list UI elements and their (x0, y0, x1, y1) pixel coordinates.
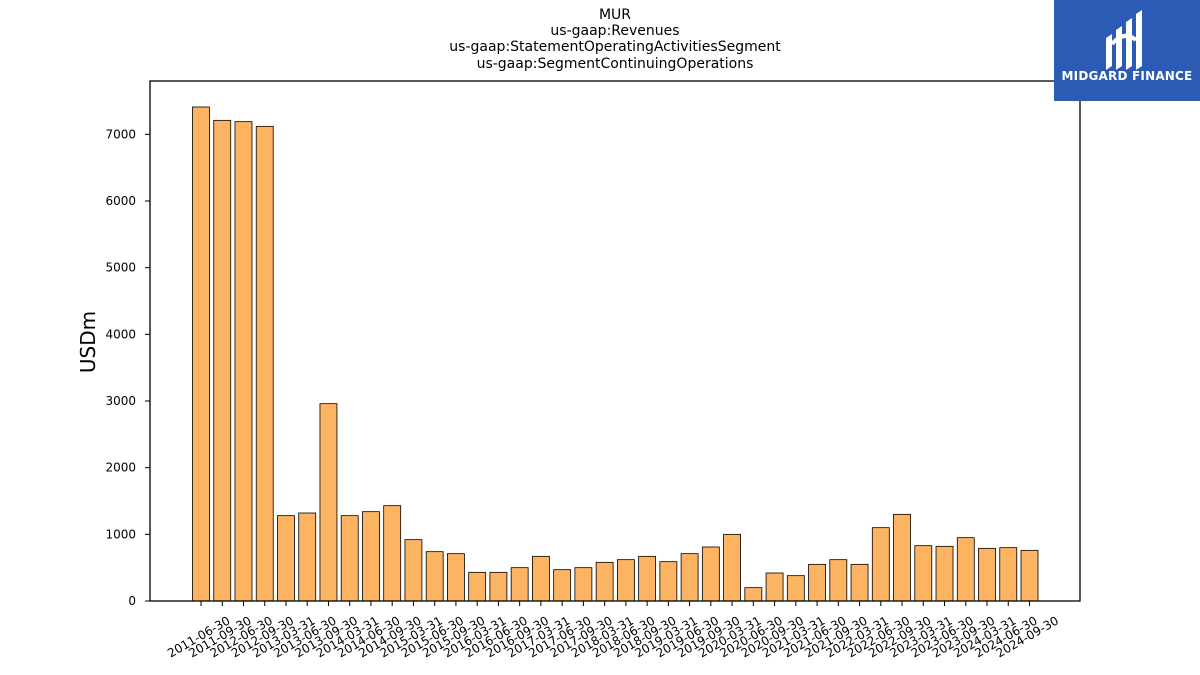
bar-2011-06-30 (192, 106, 210, 602)
bar-2023-06-30 (935, 545, 954, 602)
bar-2022-09-30 (893, 513, 911, 602)
bar-2021-06-30 (808, 563, 826, 602)
bar-2018-06-30 (616, 559, 635, 602)
chart-title-line-4: us-gaap:SegmentContinuingOperations (476, 56, 754, 72)
bar-2020-09-30 (765, 572, 784, 602)
bar-2024-03-31 (978, 547, 996, 602)
chart-title-line-2: us-gaap:Revenues (550, 23, 680, 39)
bar-2021-03-31 (786, 575, 805, 602)
y-tick-label-2000: 2000 (105, 461, 136, 475)
y-tick-label-0: 0 (128, 594, 136, 608)
bar-2017-06-30 (553, 569, 572, 602)
bar-2015-06-30 (425, 551, 444, 602)
bar-2016-09-30 (510, 567, 529, 602)
bar-2013-03-31 (277, 515, 295, 602)
bar-2014-06-30 (362, 511, 380, 602)
y-tick-label-4000: 4000 (105, 327, 136, 341)
bar-2016-03-31 (468, 571, 487, 602)
bar-2013-06-30 (298, 512, 317, 602)
bar-2019-06-30 (680, 553, 699, 602)
bar-2011-09-30 (213, 119, 232, 602)
y-tick-label-5000: 5000 (105, 261, 136, 275)
logo-mark-icon (1106, 10, 1142, 70)
bar-2021-09-30 (829, 559, 848, 602)
y-tick-label-7000: 7000 (105, 127, 136, 141)
y-tick-label-3000: 3000 (105, 394, 136, 408)
bar-2018-03-31 (595, 561, 614, 602)
logo-text: MIDGARD FINANCE (1061, 69, 1193, 83)
midgard-finance-logo: MIDGARD FINANCE (1054, 0, 1200, 101)
bar-2019-09-30 (701, 546, 720, 602)
bar-2024-09-30 (1020, 549, 1039, 602)
bar-2017-09-30 (574, 567, 593, 602)
bar-2012-06-30 (234, 121, 253, 602)
bar-2016-06-30 (489, 571, 508, 602)
bar-2014-03-31 (340, 515, 359, 602)
bar-2015-09-30 (447, 553, 465, 602)
chart-title-line-3: us-gaap:StatementOperatingActivitiesSegm… (449, 39, 781, 55)
y-tick-label-6000: 6000 (105, 194, 136, 208)
bar-2014-09-30 (383, 505, 402, 602)
bar-2020-03-31 (723, 533, 741, 602)
chart-title-line-1: MUR (598, 7, 632, 23)
y-tick-label-1000: 1000 (105, 527, 136, 541)
bar-2024-06-30 (999, 547, 1018, 602)
bar-2023-09-30 (956, 537, 975, 602)
bar-2015-03-31 (404, 539, 423, 602)
bar-2013-09-30 (319, 403, 338, 602)
bar-2020-06-30 (744, 587, 763, 602)
plot-frame (149, 80, 1081, 602)
bar-2017-03-31 (531, 555, 550, 602)
bar-2023-03-31 (914, 545, 933, 602)
bar-2022-06-30 (871, 527, 890, 602)
bar-2018-09-30 (638, 555, 657, 602)
bar-2022-03-31 (850, 563, 869, 602)
bar-2012-09-30 (255, 125, 274, 602)
bar-2019-03-31 (659, 561, 678, 602)
